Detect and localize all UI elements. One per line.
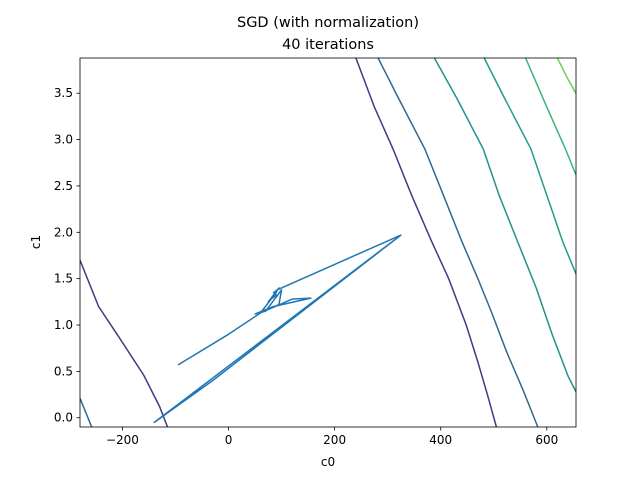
sgd-path bbox=[153, 234, 402, 424]
y-tick-label: 1.0 bbox=[54, 318, 73, 332]
contour-line-4 bbox=[377, 58, 539, 427]
y-tick-label: 0.5 bbox=[54, 364, 73, 378]
y-tick-label: 3.5 bbox=[54, 86, 73, 100]
x-tick-label: 600 bbox=[535, 433, 558, 447]
contour-line-7 bbox=[524, 58, 576, 176]
sgd-path-line bbox=[153, 234, 402, 424]
contour-line-5 bbox=[433, 58, 576, 393]
contour-line-1 bbox=[80, 398, 93, 427]
x-tick-label: 200 bbox=[323, 433, 346, 447]
contour-line-2 bbox=[80, 259, 169, 427]
contour-line-8 bbox=[556, 58, 576, 94]
y-tick-label: 2.5 bbox=[54, 179, 73, 193]
contour-lines bbox=[80, 58, 576, 427]
contour-line-6 bbox=[483, 58, 576, 275]
chart-subtitle: 40 iterations bbox=[282, 37, 374, 53]
y-tick-label: 2.0 bbox=[54, 225, 73, 239]
y-axis-ticks: 0.0 0.5 1.0 1.5 2.0 2.5 3.0 3.5 bbox=[54, 86, 80, 425]
contour-line-3 bbox=[355, 58, 498, 427]
x-axis-ticks: −200 0 200 400 600 bbox=[106, 427, 558, 447]
plot-frame bbox=[79, 57, 577, 428]
y-tick-label: 3.0 bbox=[54, 133, 73, 147]
y-tick-label: 1.5 bbox=[54, 272, 73, 286]
y-axis-label: c1 bbox=[29, 235, 43, 249]
x-tick-label: 400 bbox=[429, 433, 452, 447]
x-axis-label: c0 bbox=[321, 455, 335, 469]
y-tick-label: 0.0 bbox=[54, 411, 73, 425]
x-tick-label: 0 bbox=[225, 433, 233, 447]
x-tick-label: −200 bbox=[106, 433, 139, 447]
chart-title: SGD (with normalization) bbox=[237, 15, 419, 31]
